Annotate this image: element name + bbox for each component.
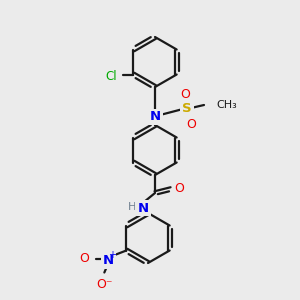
Text: H: H xyxy=(128,202,136,212)
Text: O: O xyxy=(180,88,190,100)
Text: Cl: Cl xyxy=(106,70,117,83)
Text: N: N xyxy=(103,254,114,267)
Text: N: N xyxy=(149,110,161,124)
Text: +: + xyxy=(108,250,116,260)
Text: O⁻: O⁻ xyxy=(96,278,112,291)
Text: S: S xyxy=(182,103,192,116)
Text: N: N xyxy=(137,202,148,214)
Text: O: O xyxy=(186,118,196,130)
Text: CH₃: CH₃ xyxy=(216,100,237,110)
Text: O: O xyxy=(174,182,184,194)
Text: O: O xyxy=(80,252,89,265)
